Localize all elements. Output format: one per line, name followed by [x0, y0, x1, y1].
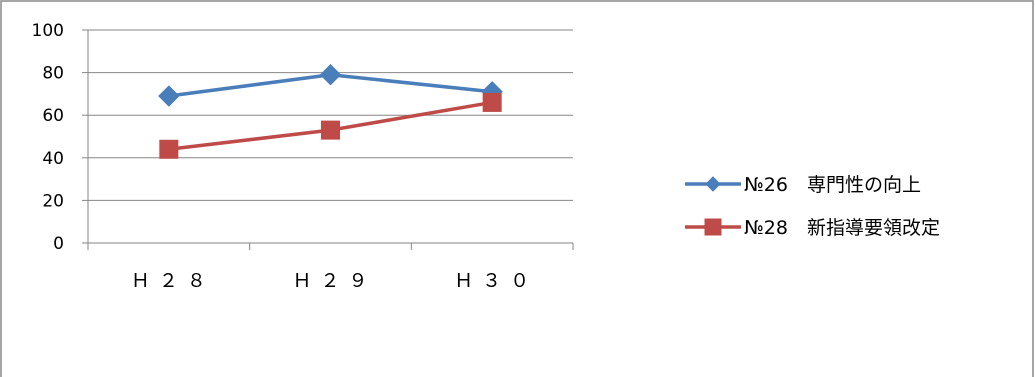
y-tick-label: 40: [42, 149, 64, 169]
legend-item-1: №26 専門性の向上: [685, 174, 921, 196]
data-point: [159, 139, 179, 159]
y-tick-label: 100: [32, 21, 64, 41]
series-2: [159, 92, 502, 159]
series-1: [158, 64, 503, 107]
y-tick-label: 0: [53, 234, 64, 254]
series: [158, 64, 503, 159]
y-tick-label: 20: [42, 191, 64, 211]
axes: [87, 30, 573, 244]
x-axis-ticks: Ｈ２８ Ｈ２９ Ｈ３０: [87, 243, 574, 292]
legend: №26 専門性の向上 №28 新指導要領改定: [685, 174, 940, 239]
legend-label: №28 新指導要領改定: [744, 217, 940, 239]
legend-item-2: №28 新指導要領改定: [685, 217, 940, 239]
legend-marker: [705, 176, 721, 192]
data-point: [319, 64, 342, 86]
data-point: [482, 92, 502, 112]
x-tick-label: Ｈ２９: [292, 270, 376, 292]
data-point: [321, 120, 340, 140]
y-axis-ticks: 0 20 40 60 80 100: [32, 21, 88, 254]
legend-label: №26 専門性の向上: [744, 174, 921, 196]
data-point: [158, 85, 180, 107]
y-tick-label: 80: [42, 64, 64, 84]
y-tick-label: 60: [42, 106, 64, 126]
x-tick-label: Ｈ２８: [131, 270, 215, 292]
x-tick-label: Ｈ３０: [454, 270, 538, 292]
legend-marker: [704, 218, 722, 236]
